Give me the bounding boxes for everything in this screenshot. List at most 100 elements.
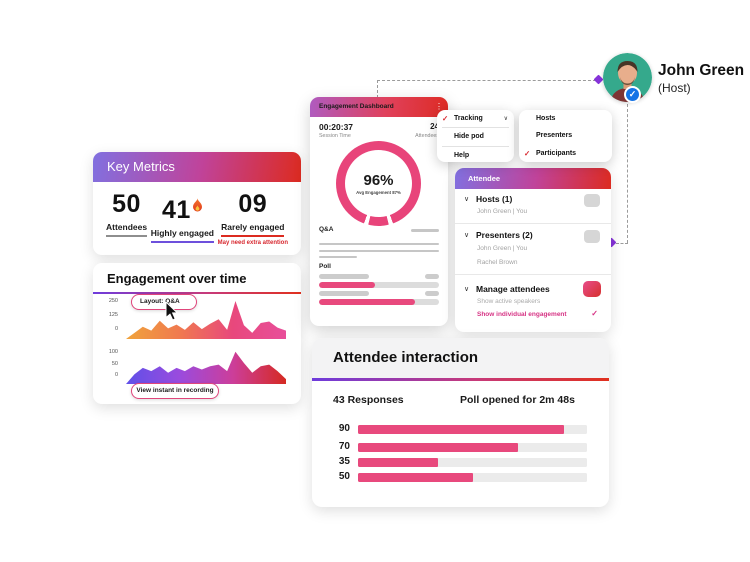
poll-status: Poll opened for 2m 48s	[460, 394, 575, 406]
metric-attendees: 50 Attendees	[106, 191, 148, 246]
engagement-dashboard-header: Engagement Dashboard	[310, 97, 448, 117]
metric-highly-engaged: 41 Highly engaged	[150, 191, 215, 246]
chart2-ytick: 100	[108, 349, 118, 355]
connector-diamond-icon	[593, 74, 604, 85]
poll-bar-track	[358, 473, 587, 482]
donut-center-value: 96%	[363, 172, 394, 189]
engagement-donut-chart: 96% Avg Engagement 87%	[336, 141, 421, 226]
poll-bar-row: 35	[312, 456, 609, 468]
chevron-down-icon: ∨	[464, 196, 470, 203]
menu-item-tracking[interactable]: ✓ Tracking ∨	[442, 114, 508, 123]
hosts-checkbox[interactable]	[584, 194, 600, 207]
poll-section-label: Poll	[319, 263, 331, 270]
mouse-cursor-icon	[165, 302, 179, 321]
menu-item-help[interactable]: Help	[454, 151, 470, 159]
chart1-ytick: 125	[108, 312, 118, 318]
chart2-ytick: 0	[114, 372, 118, 378]
poll-progress-fill	[319, 282, 376, 288]
menu-divider	[442, 145, 509, 147]
qa-section-label: Q&A	[319, 226, 334, 233]
section-divider	[455, 223, 611, 224]
presenters-section-label[interactable]: Presenters (2)	[476, 230, 533, 240]
engagement-dashboard-card: Engagement Dashboard ⋮ 00:20:37 Session …	[310, 97, 448, 326]
roles-menu: Hosts Presenters ✓ Participants	[519, 110, 612, 162]
qa-skeleton-line	[411, 229, 439, 232]
poll-skeleton-pill	[425, 291, 439, 296]
metric-highly-engaged-value: 41	[151, 191, 214, 223]
poll-bar-fill	[358, 458, 439, 467]
check-icon: ✓	[524, 148, 531, 158]
engagement-over-time-title: Engagement over time	[107, 271, 247, 286]
connector-line	[377, 80, 596, 81]
key-metrics-header: Key Metrics	[93, 152, 301, 182]
attendee-interaction-card: Attendee interaction 43 Responses Poll o…	[312, 338, 609, 507]
hosts-member: John Green | You	[477, 208, 528, 215]
attendees-count: 24	[430, 122, 439, 131]
chevron-down-icon: ∨	[464, 286, 470, 293]
poll-bar-label: 90	[338, 423, 350, 434]
metric-rarely-engaged-label: Rarely engaged	[221, 222, 285, 238]
poll-skeleton-bar	[319, 291, 369, 296]
poll-skeleton-bar	[319, 274, 369, 279]
check-icon: ✓	[628, 89, 637, 99]
connector-line	[377, 80, 378, 98]
manage-attendees-toggle[interactable]	[583, 281, 601, 297]
poll-progress-track	[319, 299, 439, 305]
session-time-value: 00:20:37	[319, 122, 354, 132]
option-show-active-speakers[interactable]: Show active speakers	[477, 298, 541, 305]
gradient-divider	[93, 292, 301, 294]
layout-tooltip-chip[interactable]: Layout: Q&A	[131, 294, 197, 310]
poll-bar-fill	[358, 473, 473, 482]
presenters-checkbox[interactable]	[584, 230, 600, 243]
host-name: John Green	[658, 62, 745, 79]
poll-bar-fill	[358, 425, 565, 434]
menu-item-participants[interactable]: ✓ Participants	[524, 148, 577, 158]
poll-progress-track	[319, 282, 439, 288]
qa-skeleton-line	[319, 249, 439, 252]
attendee-panel-header: Attendee	[455, 168, 611, 189]
attendee-panel: Attendee ∨ Hosts (1) John Green | You ∨ …	[455, 168, 611, 332]
metric-rarely-engaged-value: 09	[238, 190, 268, 218]
chart2-ytick: 50	[111, 361, 118, 367]
view-instant-button[interactable]: View instant in recording	[131, 383, 219, 399]
engagement-area-chart-2	[126, 351, 286, 384]
host-role: (Host)	[658, 81, 691, 95]
kebab-menu-icon[interactable]: ⋮	[435, 102, 443, 111]
poll-bar-label: 50	[338, 471, 350, 482]
host-check-badge: ✓	[624, 86, 641, 103]
key-metrics-card: Key Metrics 50 Attendees 41 Highly engag…	[93, 152, 301, 255]
pod-options-menu: ✓ Tracking ∨ Hide pod Help	[437, 110, 514, 162]
qa-skeleton-line	[319, 243, 439, 245]
attendee-interaction-header: Attendee interaction	[312, 338, 609, 378]
menu-item-hosts[interactable]: Hosts	[536, 115, 556, 122]
poll-bar-row: 70	[312, 441, 609, 453]
poll-bar-track	[358, 425, 587, 434]
menu-divider	[442, 127, 509, 129]
poll-bar-row: 50	[312, 471, 609, 483]
hosts-section-label[interactable]: Hosts (1)	[476, 194, 513, 204]
chart1-ytick: 250	[108, 298, 118, 304]
donut-sub-label: Avg Engagement 87%	[356, 190, 401, 195]
metric-highly-engaged-label: Highly engaged	[150, 228, 215, 244]
check-icon: ✓	[591, 309, 598, 318]
session-time-label: Session Time	[319, 133, 351, 139]
gradient-divider	[312, 378, 609, 381]
poll-bar-track	[358, 443, 587, 452]
attendee-interaction-title: Attendee interaction	[333, 349, 479, 366]
responses-count: 43 Responses	[333, 394, 404, 406]
poll-bar-label: 35	[338, 456, 350, 467]
presenters-member: John Green | You	[477, 245, 528, 252]
qa-skeleton-line	[319, 256, 357, 258]
chevron-down-icon: ∨	[464, 232, 470, 239]
section-divider	[455, 274, 611, 275]
chevron-down-icon: ∨	[503, 116, 508, 122]
engagement-area-chart-1	[126, 301, 286, 339]
metric-rarely-engaged: 09 Rarely engaged May need extra attenti…	[218, 190, 288, 247]
attendees-count-label: Attendees	[415, 133, 439, 139]
option-show-individual-engagement[interactable]: Show individual engagement	[477, 311, 567, 318]
menu-item-hide-pod[interactable]: Hide pod	[454, 133, 484, 141]
menu-item-presenters[interactable]: Presenters	[536, 132, 573, 140]
connector-line	[616, 243, 628, 244]
manage-attendees-label[interactable]: Manage attendees	[476, 284, 550, 294]
